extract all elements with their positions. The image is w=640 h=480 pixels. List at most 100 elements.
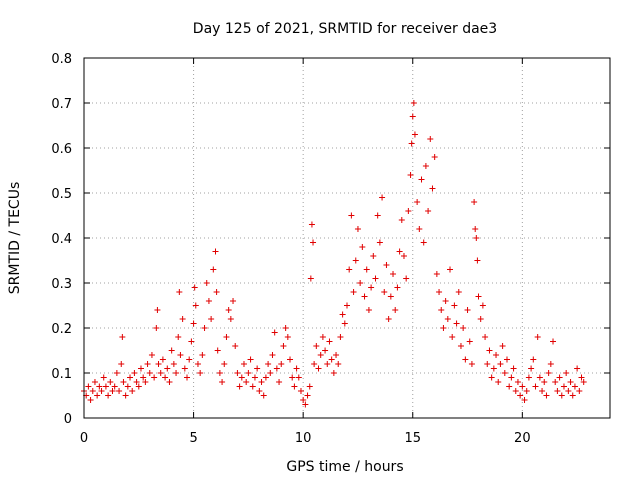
- data-point: [179, 316, 186, 322]
- data-point: [135, 383, 142, 390]
- data-point: [383, 262, 390, 268]
- data-point: [558, 392, 565, 399]
- data-point: [181, 365, 188, 372]
- data-point: [335, 361, 342, 367]
- data-point: [271, 329, 278, 336]
- data-point: [284, 334, 291, 340]
- data-point: [420, 239, 427, 246]
- data-point: [560, 383, 567, 390]
- data-point: [291, 383, 298, 390]
- data-point: [122, 392, 129, 399]
- data-point: [418, 176, 425, 183]
- data-point: [260, 392, 267, 399]
- data-point: [536, 374, 543, 381]
- y-tick-label: 0.8: [51, 52, 72, 67]
- data-point: [400, 253, 407, 259]
- data-point: [499, 343, 506, 349]
- data-point: [219, 379, 226, 385]
- data-point: [449, 334, 456, 340]
- data-point: [225, 307, 232, 313]
- data-point: [278, 361, 285, 367]
- data-point: [184, 374, 191, 381]
- data-point: [567, 379, 574, 385]
- axis-ticks: [83, 57, 610, 419]
- data-point: [118, 361, 125, 367]
- data-point: [311, 361, 318, 367]
- data-point: [457, 343, 464, 349]
- data-point: [208, 316, 215, 322]
- data-point: [107, 379, 114, 385]
- data-point: [416, 226, 423, 232]
- data-point: [514, 379, 521, 385]
- data-point: [120, 379, 127, 385]
- data-point: [175, 334, 182, 340]
- data-point: [359, 244, 366, 250]
- data-point: [436, 289, 443, 295]
- data-point: [203, 280, 210, 286]
- data-point: [96, 383, 103, 390]
- data-point: [127, 374, 134, 381]
- data-point: [199, 352, 206, 358]
- data-point: [528, 365, 535, 372]
- data-point: [552, 379, 559, 385]
- x-tick-label: 20: [514, 431, 531, 446]
- data-point: [173, 370, 180, 376]
- data-point: [444, 316, 451, 322]
- x-axis-label: GPS time / hours: [286, 459, 403, 475]
- data-point: [350, 289, 357, 295]
- data-point: [131, 370, 138, 376]
- data-point: [192, 302, 199, 309]
- data-point: [293, 365, 300, 372]
- data-point: [580, 379, 587, 385]
- data-point: [307, 275, 314, 282]
- data-point: [472, 226, 479, 232]
- data-point: [372, 275, 379, 282]
- data-point: [517, 392, 524, 399]
- data-point: [216, 370, 223, 376]
- data-point: [89, 388, 96, 394]
- data-point: [363, 266, 370, 273]
- data-point: [431, 154, 438, 160]
- x-tick-label: 5: [189, 431, 197, 446]
- data-point: [153, 325, 160, 331]
- y-tick-label: 0: [64, 412, 72, 427]
- data-point: [186, 356, 193, 363]
- data-point: [148, 352, 155, 358]
- data-point: [164, 365, 171, 372]
- data-point: [210, 266, 217, 273]
- data-point: [282, 325, 289, 331]
- data-point: [111, 383, 118, 390]
- data-point: [137, 365, 144, 372]
- data-point: [471, 199, 478, 205]
- data-point: [190, 320, 197, 327]
- data-point: [258, 379, 265, 385]
- data-point: [346, 266, 353, 273]
- tick-labels: 0 0.1 0.2 0.3 0.4 0.5 0.6 0.7 0.8 0 5 10 15 20: [51, 52, 530, 446]
- data-point: [508, 374, 515, 381]
- data-point: [166, 379, 173, 385]
- data-point: [245, 370, 252, 376]
- data-point: [519, 383, 526, 390]
- data-point: [142, 379, 149, 385]
- data-point: [168, 347, 175, 354]
- y-axis-label: SRMTID / TECUs: [7, 182, 23, 295]
- y-tick-label: 0.4: [51, 232, 72, 247]
- data-point: [91, 379, 98, 385]
- data-point: [339, 311, 346, 318]
- data-point: [113, 370, 120, 376]
- data-point: [493, 352, 500, 358]
- data-point: [243, 379, 250, 385]
- data-point: [129, 388, 136, 394]
- y-tick-label: 0.2: [51, 322, 72, 337]
- data-point: [119, 334, 126, 340]
- data-point: [197, 370, 204, 376]
- data-point: [550, 338, 557, 345]
- data-point: [98, 388, 105, 394]
- data-point: [530, 356, 537, 363]
- data-point: [146, 370, 153, 376]
- data-point: [381, 289, 388, 295]
- data-point: [545, 370, 552, 376]
- data-point: [170, 361, 177, 367]
- data-point: [308, 221, 315, 228]
